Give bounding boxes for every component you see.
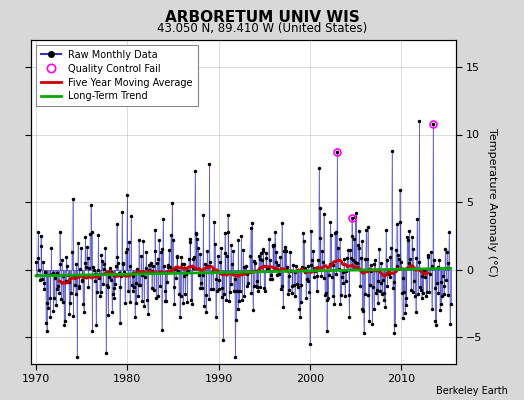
- Y-axis label: Temperature Anomaly (°C): Temperature Anomaly (°C): [487, 128, 497, 276]
- Text: 43.050 N, 89.410 W (United States): 43.050 N, 89.410 W (United States): [157, 22, 367, 35]
- Text: ARBORETUM UNIV WIS: ARBORETUM UNIV WIS: [165, 10, 359, 25]
- Text: Berkeley Earth: Berkeley Earth: [436, 386, 508, 396]
- Legend: Raw Monthly Data, Quality Control Fail, Five Year Moving Average, Long-Term Tren: Raw Monthly Data, Quality Control Fail, …: [36, 45, 198, 106]
